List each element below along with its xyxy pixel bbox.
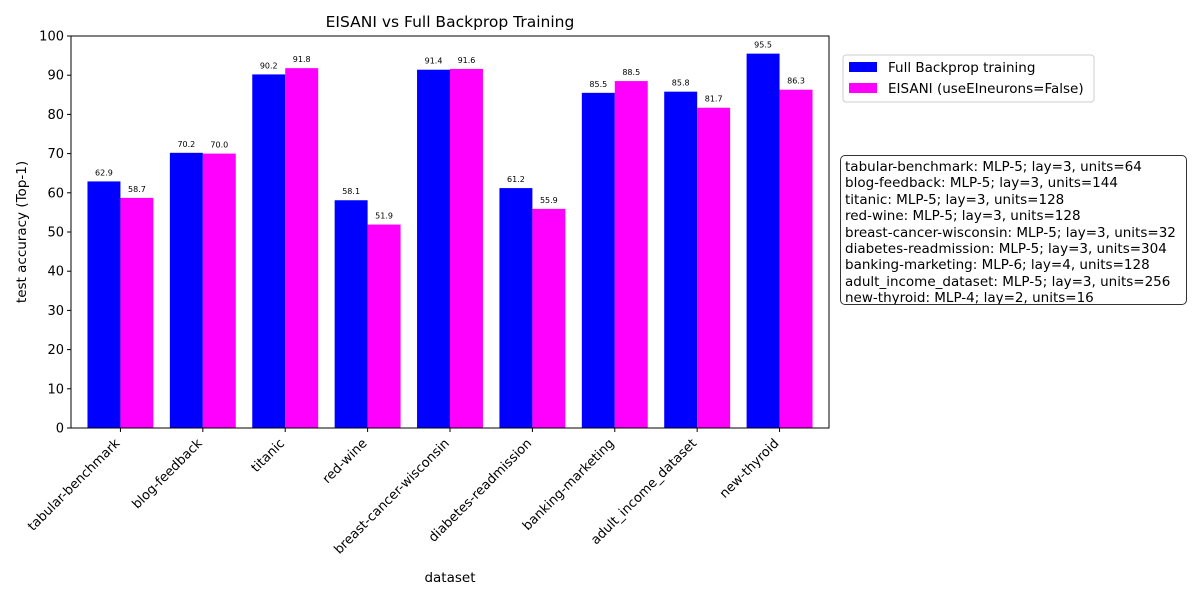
bar-value-label: 70.0	[210, 141, 228, 150]
value-labels-layer: 62.9 70.2 90.2 58.1 91.4 61.2 85.5 85.8 95.5 58.7…	[95, 41, 805, 221]
annotation-line: red-wine: MLP-5; lay=3, units=128	[845, 208, 1081, 225]
bar-series-2-0	[120, 197, 154, 428]
x-tick-label: blog-feedback	[130, 436, 206, 512]
legend-box	[842, 54, 1095, 103]
bar-series-2-5	[532, 208, 566, 428]
y-tick-label: 80	[47, 108, 64, 123]
bar-value-label: 81.7	[705, 95, 723, 104]
bar-series-2-6	[614, 81, 648, 428]
x-tick-label: tabular-benchmark	[25, 436, 123, 534]
bar-series-1-1	[169, 152, 203, 429]
bar-value-label: 85.5	[589, 80, 607, 89]
bar-value-label: 91.6	[458, 56, 476, 65]
bar-value-label: 58.7	[128, 185, 146, 194]
bar-series-2-2	[285, 68, 319, 429]
bar-value-label: 86.3	[787, 77, 805, 86]
x-tick-label: banking-marketing	[520, 436, 618, 534]
y-axis: 0 10 20 30 40 50 60 70 80 90 100	[39, 30, 71, 437]
y-tick-label: 20	[47, 343, 64, 358]
bar-series-1-0	[87, 181, 121, 428]
bar-value-label: 61.2	[507, 175, 525, 184]
bar-value-label: 90.2	[260, 61, 278, 70]
bar-value-label: 85.8	[672, 79, 690, 88]
bar-value-label: 51.9	[375, 212, 393, 221]
bar-series-1-4	[417, 69, 450, 428]
legend: Full Backprop training EISANI (useEIneur…	[842, 54, 1095, 103]
bar-series-1-6	[581, 92, 615, 428]
annotation-line: blog-feedback: MLP-5; lay=3, units=144	[845, 175, 1118, 192]
bar-series-2-3	[367, 224, 401, 428]
bar-series-1-5	[499, 188, 533, 428]
bar-series-1-8	[746, 53, 780, 428]
bar-value-label: 58.1	[342, 187, 360, 196]
legend-label-full-backprop: Full Backprop training	[888, 60, 1035, 76]
y-tick-label: 0	[56, 422, 64, 437]
bar-value-label: 70.2	[177, 140, 195, 149]
annotation-line: breast-cancer-wisconsin: MLP-5; lay=3, u…	[845, 224, 1176, 241]
y-tick-label: 40	[47, 265, 64, 280]
x-tick-label: new-thyroid	[717, 436, 782, 501]
annotation-line: titanic: MLP-5; lay=3, units=128	[845, 191, 1065, 208]
y-tick-label: 10	[47, 382, 64, 397]
plot-frame	[70, 35, 830, 429]
y-tick-label: 70	[47, 147, 64, 162]
y-axis-label: test accuracy (Top-1)	[14, 161, 30, 303]
bar-value-label: 55.9	[540, 196, 558, 205]
bar-series-2-4	[450, 68, 483, 428]
legend-swatch-full-backprop	[849, 62, 877, 72]
bars-layer	[87, 53, 813, 429]
legend-label-eisani: EISANI (useEIneurons=False)	[888, 81, 1084, 97]
annotation-line: new-thyroid: MLP-4; lay=2, units=16	[845, 290, 1094, 305]
bar-value-label: 91.4	[425, 57, 443, 66]
x-tick-label: titanic	[249, 436, 288, 475]
bar-series-2-8	[779, 89, 813, 428]
bar-value-label: 62.9	[95, 168, 113, 177]
bar-series-1-3	[334, 200, 368, 428]
x-axis-label: dataset	[424, 570, 475, 586]
bar-value-label: 95.5	[754, 41, 772, 50]
annotation-line: banking-marketing: MLP-6; lay=4, units=1…	[845, 257, 1150, 274]
x-axis: tabular-benchmark blog-feedback titanic red…	[25, 428, 782, 558]
y-tick-label: 60	[47, 186, 64, 201]
bar-series-2-1	[202, 153, 236, 428]
y-tick-label: 90	[47, 69, 64, 84]
y-tick-label: 100	[39, 30, 64, 45]
y-tick-label: 50	[47, 226, 64, 241]
bar-series-1-2	[252, 74, 286, 428]
legend-swatch-eisani	[849, 83, 877, 93]
y-tick-label: 30	[47, 304, 64, 319]
bar-series-2-7	[697, 107, 731, 429]
chart-title: EISANI vs Full Backprop Training	[326, 13, 575, 31]
bar-value-label: 88.5	[622, 68, 640, 77]
x-tick-label: red-wine	[320, 436, 371, 487]
bar-series-1-7	[664, 91, 698, 428]
annotation-line: tabular-benchmark: MLP-5; lay=3, units=6…	[845, 159, 1142, 175]
bar-value-label: 91.8	[293, 55, 311, 64]
model-config-annotation: tabular-benchmark: MLP-5; lay=3, units=6…	[840, 155, 1187, 305]
annotation-line: diabetes-readmission: MLP-5; lay=3, unit…	[845, 241, 1167, 258]
annotation-line: adult_income_dataset: MLP-5; lay=3, unit…	[845, 273, 1171, 290]
